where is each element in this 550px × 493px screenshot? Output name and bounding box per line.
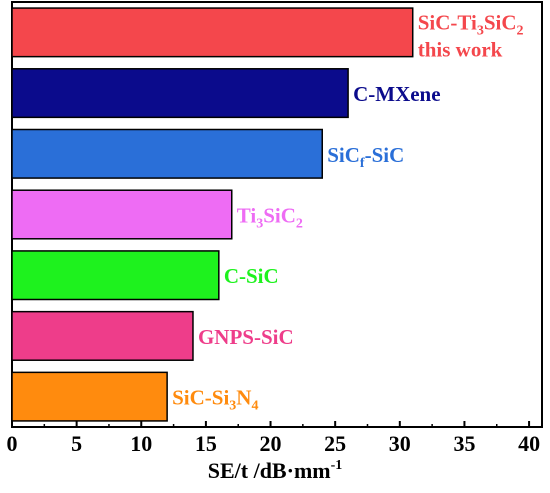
bars-layer [11, 7, 414, 422]
bar-label-part: Ti [237, 204, 257, 228]
x-tick-label: 15 [195, 431, 217, 456]
bar-label-part: GNPS-SiC [198, 325, 294, 349]
x-tick-label: 5 [71, 431, 82, 456]
bar-label-1: C-MXene [353, 82, 440, 106]
bar-1 [11, 68, 349, 119]
bar-0 [11, 7, 414, 58]
x-axis-title-superscript: -1 [331, 458, 343, 473]
bar-label-part: 2 [517, 23, 524, 38]
bar-label-6: SiC-Si3N4 [172, 386, 258, 414]
bar-label-part: SiC [263, 204, 296, 228]
x-tick-label: 35 [453, 431, 475, 456]
x-tick-label: 40 [518, 431, 540, 456]
bar-2 [11, 128, 323, 179]
bar-label-part: -SiC [365, 143, 405, 167]
bar-label-line2-0: this work [418, 37, 503, 61]
bar-label-part: SiC [484, 10, 517, 34]
bar-label-part: SiC-Si [172, 386, 229, 410]
bar-label-5: GNPS-SiC [198, 325, 294, 349]
bar-label-part: 3 [229, 399, 236, 414]
bar-label-part: SiC [327, 143, 360, 167]
x-tick-label: 30 [389, 431, 411, 456]
bar-label-part: 2 [296, 217, 303, 232]
x-tick-label: 25 [324, 431, 346, 456]
x-tick-label: 0 [7, 431, 18, 456]
bar-label-3: Ti3SiC2 [237, 204, 303, 232]
bar-3 [11, 189, 233, 240]
bar-label-part: SiC-Ti [418, 10, 477, 34]
x-axis-title: SE/t /dB·mm-1 [208, 458, 343, 483]
x-axis-ticks: 0 5 10 15 20 25 30 35 40 [7, 421, 540, 456]
bar-label-part: 3 [256, 217, 263, 232]
bar-label-part: N [236, 386, 251, 410]
bar-label-part: 4 [251, 399, 258, 414]
x-axis-title-text: SE/t /dB·mm [208, 458, 331, 483]
bar-6 [11, 371, 168, 422]
bar-label-2: SiCf-SiC [327, 143, 404, 171]
bar-label-part: C-MXene [353, 82, 440, 106]
bar-label-part: f [360, 156, 365, 171]
bar-label-0: SiC-Ti3SiC2 [418, 10, 524, 38]
bar-4 [11, 250, 220, 301]
bar-label-4: C-SiC [224, 264, 279, 288]
x-tick-label: 20 [260, 431, 282, 456]
bar-label-part: C-SiC [224, 264, 279, 288]
bar-5 [11, 310, 194, 361]
x-tick-label: 10 [130, 431, 152, 456]
bar-label-part: 3 [477, 23, 484, 38]
